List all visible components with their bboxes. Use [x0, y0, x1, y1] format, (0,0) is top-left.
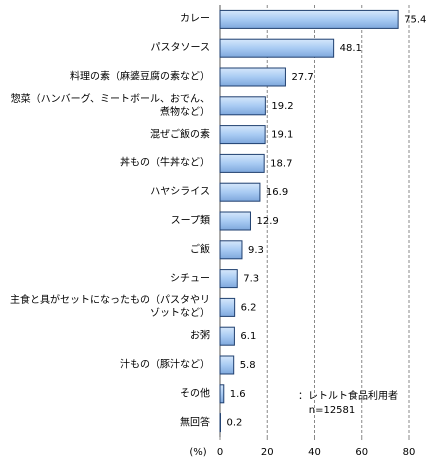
category-label: 混ぜご飯の素: [150, 129, 210, 141]
value-label: 16.9: [266, 187, 288, 198]
value-label: 12.9: [256, 216, 278, 227]
bar: [219, 297, 236, 317]
value-label: 5.8: [240, 360, 256, 371]
bar: [219, 240, 243, 260]
category-label: シチュー: [170, 273, 210, 285]
value-label: 9.3: [248, 245, 264, 256]
category-label: パスタソース: [150, 42, 211, 54]
category-label: ハヤシライス: [150, 186, 210, 198]
x-tick-label: 40: [308, 447, 321, 458]
bar: [219, 355, 235, 375]
bar: [219, 153, 265, 173]
bar: [219, 125, 266, 145]
category-label: お粥: [190, 330, 210, 342]
value-label: 6.2: [241, 302, 257, 313]
annotation: ：レトルト食品利用者: [298, 389, 398, 402]
value-label: 48.1: [340, 43, 362, 54]
value-label: 18.7: [270, 158, 292, 169]
bar: [219, 38, 335, 58]
value-label: 19.1: [271, 130, 293, 141]
value-label: 75.4: [404, 14, 426, 25]
bar: [219, 67, 286, 87]
x-tick-label: 80: [403, 447, 416, 458]
value-label: 0.2: [226, 418, 242, 429]
category-label: カレー: [180, 13, 210, 25]
value-label: 27.7: [291, 72, 313, 83]
bar: [219, 326, 235, 346]
value-label: 7.3: [243, 274, 259, 285]
category-label: スープ類: [170, 215, 210, 227]
bar: [219, 384, 225, 404]
bar: [219, 182, 261, 202]
value-label: 1.6: [230, 389, 246, 400]
category-label: 惣菜（ハンバーグ、ミートボール、おでん、煮物など）: [10, 93, 210, 118]
bar: [219, 96, 266, 116]
category-label: 主食と具がセットになったもの（パスタやリゾットなど）: [10, 295, 210, 320]
category-label: 丼もの（牛丼など）: [120, 157, 210, 169]
category-label: その他: [180, 388, 210, 400]
x-tick-label: 20: [261, 447, 274, 458]
value-label: 6.1: [240, 331, 256, 342]
bar: [219, 269, 238, 289]
value-label: 19.2: [271, 101, 293, 112]
category-label: 汁もの（豚汁など）: [120, 359, 210, 371]
category-label: 料理の素（麻婆豆腐の素など）: [70, 71, 210, 83]
annotation: n=12581: [309, 405, 356, 416]
bar: [219, 9, 399, 29]
category-label: 無回答: [180, 417, 210, 429]
x-tick-label: 0: [217, 447, 223, 458]
bar: [219, 211, 251, 231]
x-axis-label: (%): [189, 447, 206, 458]
category-label: ご飯: [190, 244, 210, 256]
x-tick-label: 60: [355, 447, 368, 458]
